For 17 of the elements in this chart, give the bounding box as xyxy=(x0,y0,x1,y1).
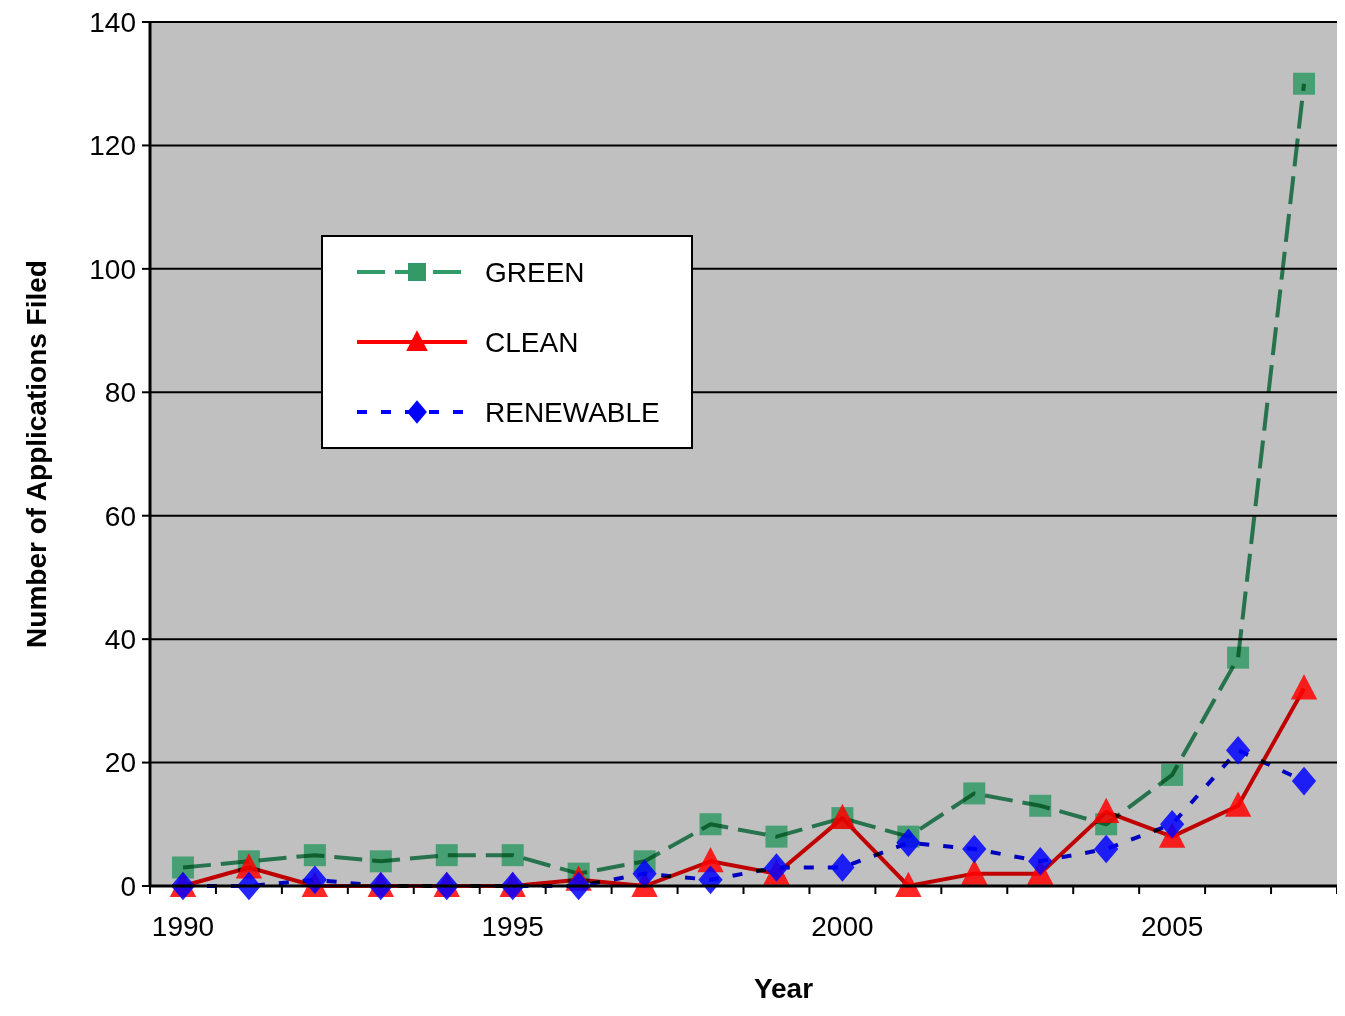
x-tick-label: 1990 xyxy=(151,911,215,942)
y-tick-label: 60 xyxy=(104,500,136,532)
y-tick-label: 120 xyxy=(89,130,136,162)
y-tick-label: 40 xyxy=(104,623,136,655)
legend-label: CLEAN xyxy=(485,326,579,358)
x-tick-label: 2005 xyxy=(1140,911,1204,942)
y-tick-label: 0 xyxy=(120,870,136,902)
x-tick-label: 2000 xyxy=(811,911,874,942)
y-axis-title: Number of Applications Filed xyxy=(21,260,52,648)
legend-label: RENEWABLE xyxy=(485,396,660,428)
x-tick-label: 1995 xyxy=(481,911,544,942)
y-tick-label: 20 xyxy=(104,747,136,779)
y-tick-label: 140 xyxy=(89,6,136,38)
y-tick-label: 80 xyxy=(104,377,136,409)
x-axis-title: Year xyxy=(753,973,814,1004)
y-tick-label: 100 xyxy=(89,253,136,285)
legend-label: GREEN xyxy=(485,256,585,288)
